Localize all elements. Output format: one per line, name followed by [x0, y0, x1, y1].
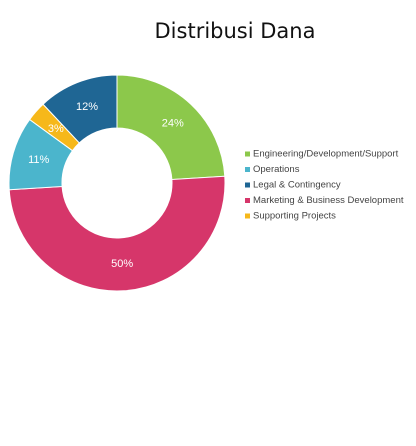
value-label: 24%: [162, 117, 184, 129]
legend-swatch: [245, 198, 250, 203]
value-label: 3%: [48, 123, 64, 135]
legend-label: Operations: [253, 164, 300, 175]
value-label: 11%: [28, 154, 49, 166]
slice: [8, 175, 226, 292]
chart-title: Distribusi Dana: [155, 19, 316, 43]
slice: [116, 74, 226, 181]
value-label: 50%: [111, 258, 133, 270]
slice: [42, 74, 118, 144]
legend-swatch: [245, 167, 250, 172]
legend-label: Engineering/Development/Support: [253, 149, 399, 160]
legend-swatch: [245, 213, 250, 219]
legend-swatch: [245, 151, 250, 157]
legend-label: Supporting Projects: [253, 211, 336, 222]
legend-label: Marketing & Business Development: [253, 195, 404, 206]
legend-swatch: [245, 182, 250, 188]
value-label: 12%: [76, 101, 98, 113]
legend-label: Legal & Contingency: [253, 180, 341, 191]
